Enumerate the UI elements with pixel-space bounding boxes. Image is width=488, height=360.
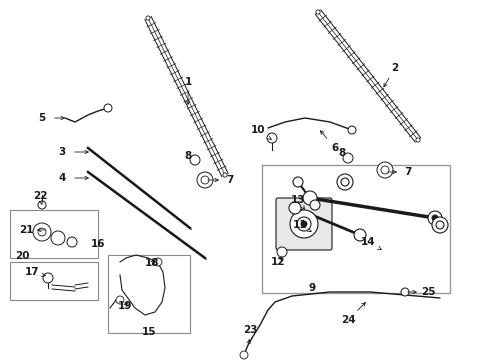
FancyBboxPatch shape [275,198,331,250]
Circle shape [38,201,46,209]
Circle shape [376,162,392,178]
Circle shape [315,10,320,14]
Circle shape [353,229,365,241]
Circle shape [289,210,317,238]
Circle shape [197,172,213,188]
Text: 12: 12 [270,257,285,267]
Text: 6: 6 [320,131,338,153]
Text: 23: 23 [242,325,257,335]
Circle shape [43,273,53,283]
Text: 10: 10 [250,125,271,139]
Text: 4: 4 [58,173,65,183]
Circle shape [400,288,408,296]
Text: 21: 21 [19,225,33,235]
Text: 1: 1 [184,77,191,104]
Circle shape [435,221,443,229]
Circle shape [342,153,352,163]
Circle shape [309,200,319,210]
Text: 9: 9 [308,283,315,293]
Text: 7: 7 [226,175,233,185]
Circle shape [104,104,112,112]
Circle shape [301,221,306,227]
Text: 19: 19 [118,301,132,311]
Circle shape [415,138,419,142]
Text: 8: 8 [338,148,345,158]
Circle shape [288,202,301,214]
Bar [10,262,98,300]
Circle shape [340,178,348,186]
Bar [108,255,190,333]
Circle shape [347,126,355,134]
Circle shape [116,296,124,304]
Circle shape [38,228,46,236]
Circle shape [292,177,303,187]
Text: 13: 13 [290,195,305,209]
Text: 5: 5 [38,113,45,123]
Circle shape [67,237,77,247]
Text: 7: 7 [404,167,411,177]
Circle shape [427,211,441,225]
Circle shape [240,351,247,359]
Text: 25: 25 [420,287,434,297]
Text: 17: 17 [24,267,45,277]
Text: 11: 11 [292,220,310,231]
Circle shape [266,133,276,143]
Circle shape [431,215,437,221]
Text: 16: 16 [91,239,105,249]
Circle shape [145,16,150,20]
Text: 14: 14 [360,237,381,249]
Text: 24: 24 [340,303,365,325]
Circle shape [51,231,65,245]
Text: 3: 3 [58,147,65,157]
Circle shape [336,174,352,190]
Circle shape [154,258,162,266]
Text: 22: 22 [33,191,47,204]
Circle shape [201,176,208,184]
Circle shape [431,217,447,233]
Circle shape [33,223,51,241]
Circle shape [303,191,316,205]
Text: 15: 15 [142,327,156,337]
Text: 8: 8 [184,151,191,161]
Circle shape [380,166,388,174]
Text: 20: 20 [15,251,29,261]
Text: 2: 2 [383,63,398,87]
Circle shape [276,247,286,257]
Bar [262,165,449,293]
Text: 18: 18 [144,258,159,268]
Bar [10,210,98,258]
Circle shape [296,217,310,231]
Circle shape [190,155,200,165]
Circle shape [223,173,226,177]
